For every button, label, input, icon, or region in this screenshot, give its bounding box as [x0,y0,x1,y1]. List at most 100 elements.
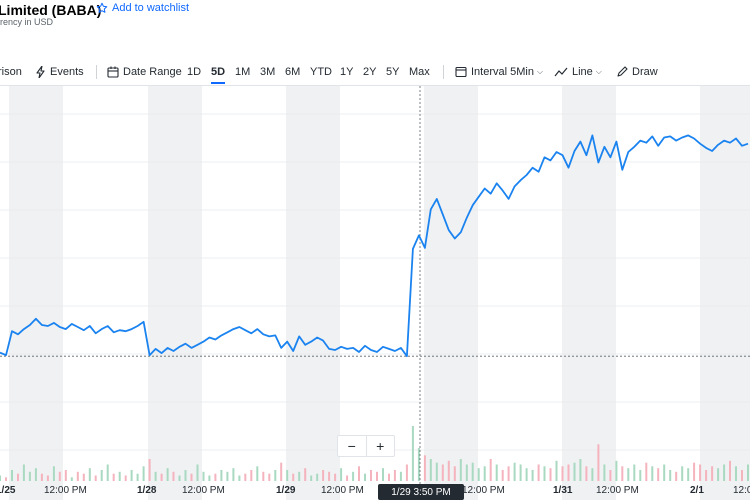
volume-bar [699,464,702,481]
chevron-down-icon: ⌵ [536,67,544,76]
x-axis-label: 12:00 PM [321,485,364,496]
volume-bar [214,473,217,481]
volume-bar [190,473,193,481]
volume-bar [489,459,492,481]
volume-bar [346,475,349,481]
chevron-down-icon: ⌵ [595,67,602,76]
chart-type-selector[interactable]: Line ⌵ [554,62,602,82]
volume-bar [286,470,289,481]
volume-bar [178,475,181,481]
volume-bar [633,464,636,481]
volume-bar [46,475,49,481]
volume-bar [747,464,749,481]
volume-bar [106,464,109,481]
volume-bar [268,473,271,481]
pencil-icon [617,66,628,77]
volume-bar [244,473,247,481]
volume-bar [579,459,582,481]
volume-bar [417,448,420,481]
range-6m[interactable]: 6M [285,66,301,78]
session-band [424,86,478,500]
volume-bar [370,470,372,481]
currency-note: rency in USD [0,17,54,27]
volume-bar [675,471,678,481]
events-label: Events [50,66,84,78]
volume-bar [393,470,396,481]
range-3m[interactable]: 3M [260,66,276,78]
volume-bar [130,470,133,481]
session-band [148,86,202,500]
volume-bar [17,473,19,481]
volume-bar [723,464,726,481]
session-band [700,86,750,500]
volume-bar [627,468,630,481]
volume-bar [609,470,612,481]
volume-bar [531,470,534,481]
volume-bar [687,468,690,481]
volume-bar [711,466,714,481]
volume-bar [477,468,480,481]
volume-bar [513,462,516,481]
chart-type-label: Line [572,66,593,78]
volume-bar [681,466,684,481]
volume-bar [112,473,115,481]
volume-bar [124,475,127,481]
volume-bar [250,470,253,481]
date-range-label: Date Range [123,66,182,78]
volume-bar [519,464,522,481]
zoom-in-button[interactable]: + [365,436,395,456]
x-axis-label: 12:00 PM [596,485,639,496]
volume-bar [184,470,187,481]
add-to-watchlist-button[interactable]: Add to watchlist [96,2,189,14]
events-button[interactable]: Events [36,62,84,82]
toolbar-divider [96,65,97,79]
volume-bar [40,473,43,481]
volume-bar [88,468,91,481]
interval-label: Interval [471,66,508,78]
volume-bar [441,464,444,481]
chart-top-border [0,85,750,86]
zoom-out-button[interactable]: − [347,438,356,454]
volume-bar [154,471,157,481]
volume-bar [22,464,25,481]
volume-bar [669,470,672,481]
volume-bar [256,466,259,481]
draw-button[interactable]: Draw [616,62,658,82]
toolbar-divider [443,65,444,79]
range-1m[interactable]: 1M [235,66,251,78]
x-axis-label: 1/25 [0,485,16,496]
date-range-button[interactable]: Date Range [107,62,182,82]
volume-bar [597,444,600,481]
calendar-icon [107,66,119,78]
volume-bar [429,459,432,481]
session-band [562,86,616,500]
volume-bar [316,473,319,481]
crosshair-time-label: 1/29 3:50 PM [378,484,464,500]
range-2y[interactable]: 2Y [363,66,377,78]
comparison-button[interactable]: rison [0,62,22,82]
volume-bar [537,464,540,481]
range-5d[interactable]: 5D [211,62,226,84]
volume-bar [405,464,408,481]
interval-selector[interactable]: Interval 5Min ⌵ [455,62,543,82]
x-axis-label: 2/1 [690,485,704,496]
volume-bar [729,460,731,481]
range-1y[interactable]: 1Y [340,66,354,78]
volume-bar [567,464,570,481]
volume-bar [507,466,510,481]
range-max[interactable]: Max [409,66,430,78]
volume-bar [76,471,79,481]
range-1d[interactable]: 1D [187,66,202,78]
volume-bar [435,462,438,481]
range-5y[interactable]: 5Y [386,66,400,78]
price-chart[interactable] [0,86,750,500]
volume-bar [471,462,474,481]
volume-bar [232,468,235,481]
volume-bar [483,466,486,481]
range-ytd[interactable]: YTD [310,66,332,78]
volume-bar [208,475,211,481]
volume-bar [274,470,277,481]
lightning-icon [36,66,45,78]
volume-bar [322,470,325,481]
volume-bar [741,470,743,481]
